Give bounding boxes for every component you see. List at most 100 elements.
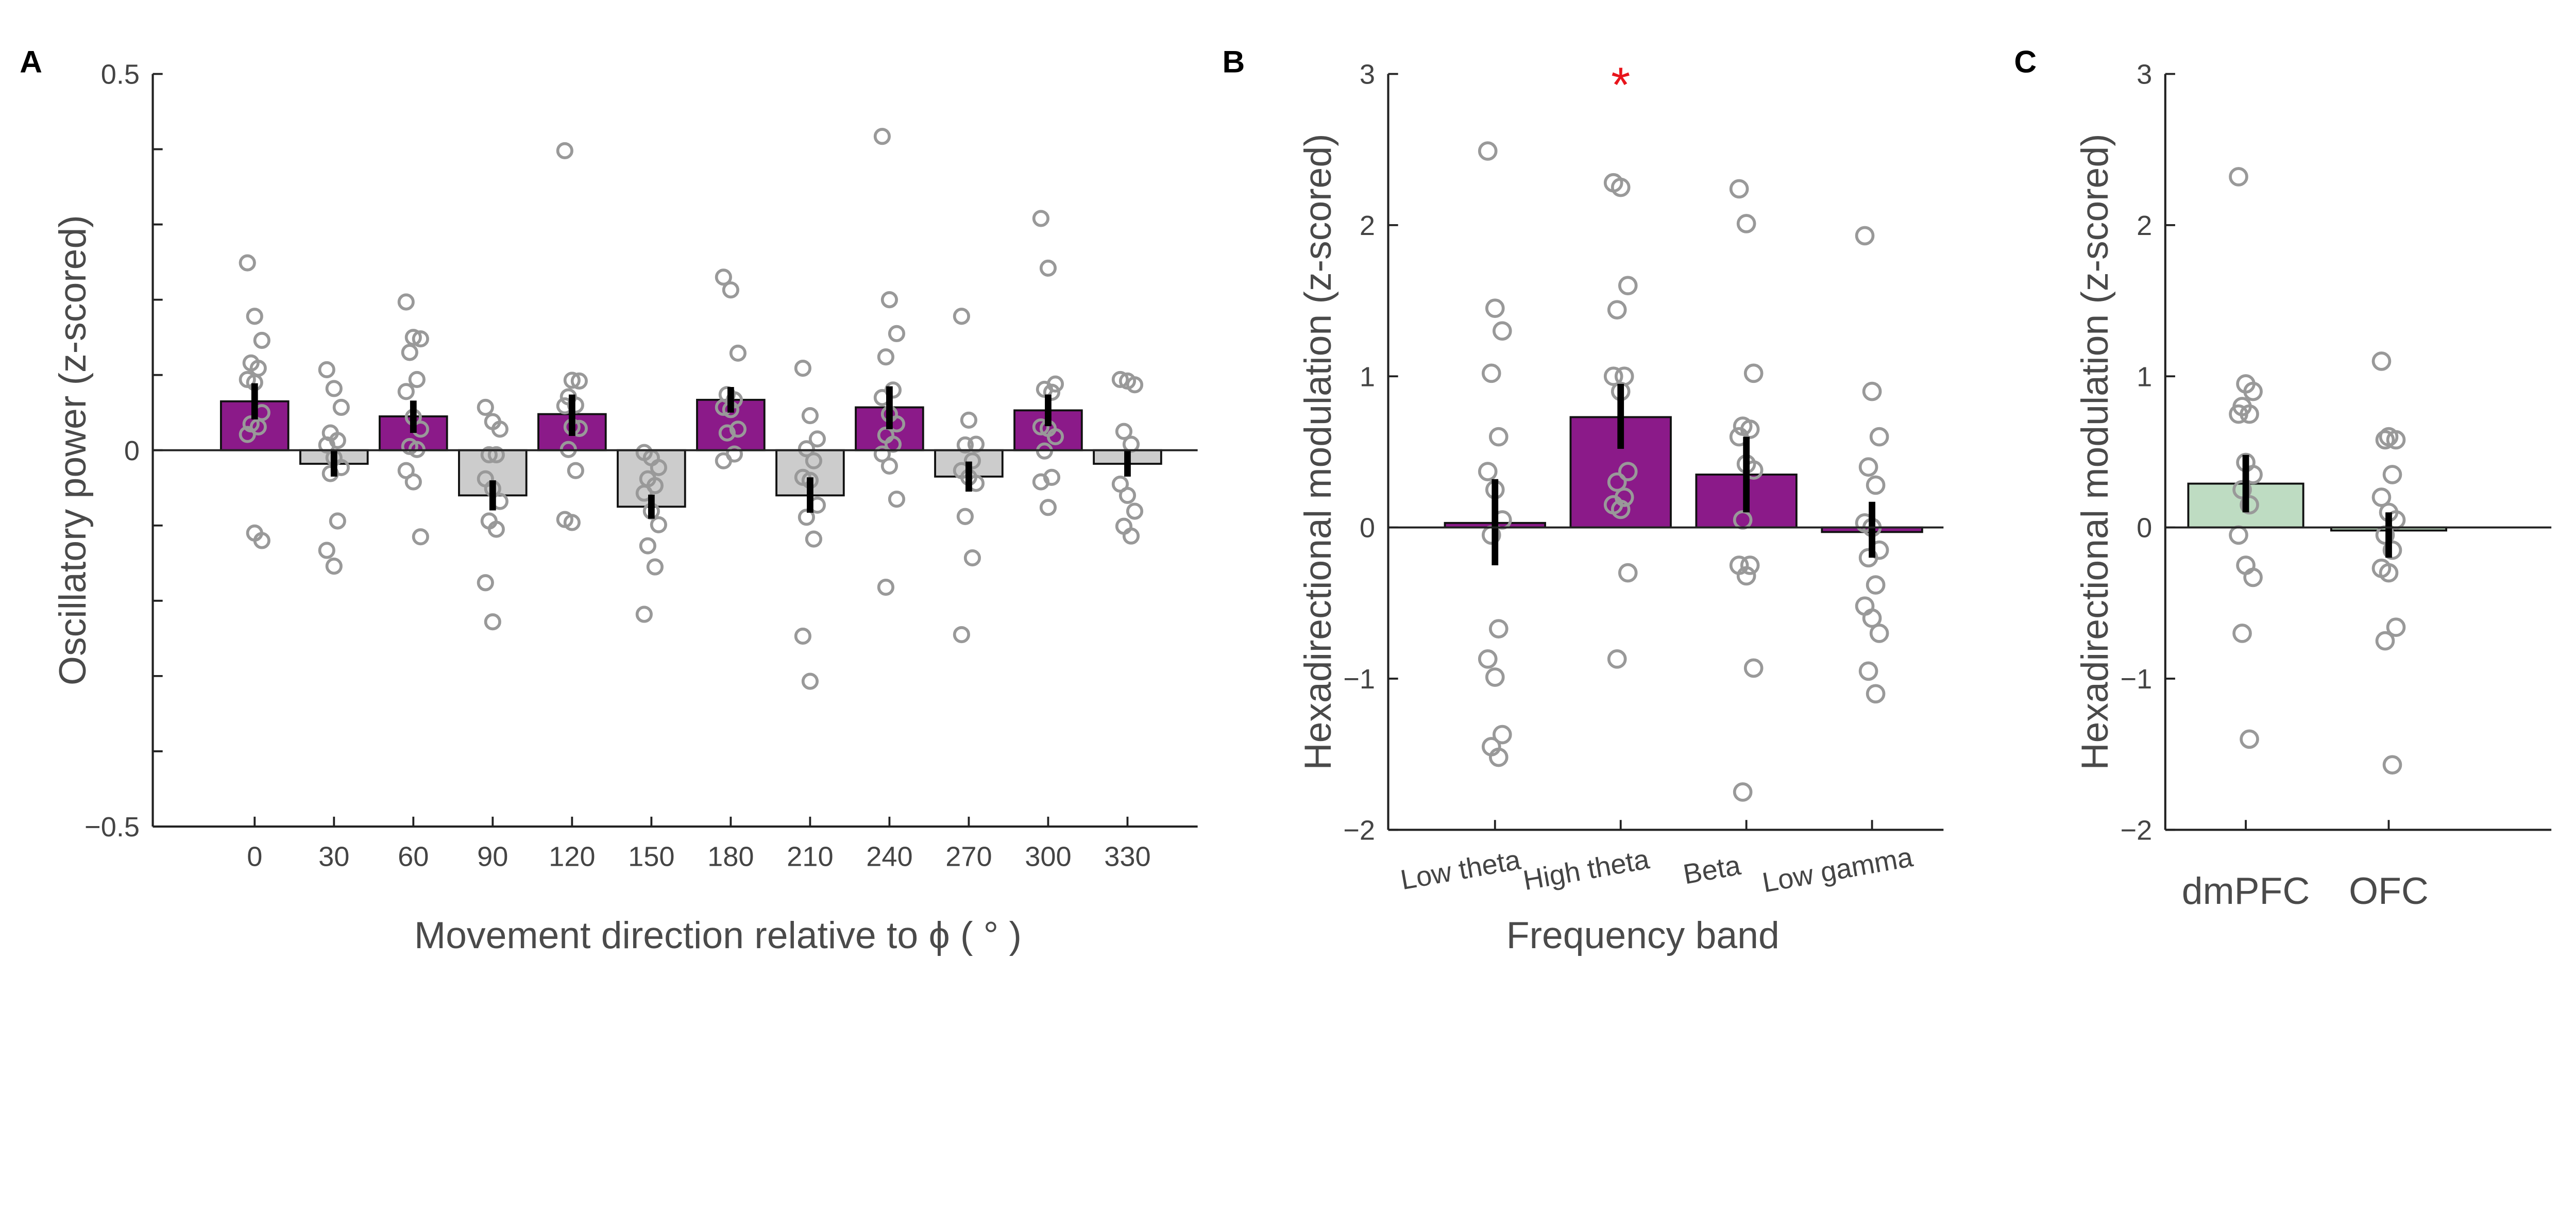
panel-b-y-tick-label: −1 (1343, 664, 1375, 695)
panel-a-data-point (408, 371, 426, 389)
panel-c-y-tick-label: 3 (2137, 59, 2152, 90)
panel-a-data-point (1115, 423, 1133, 440)
panel-a-data-point (956, 436, 974, 454)
panel-a-data-point (1032, 473, 1049, 491)
panel-a-data-point (798, 509, 815, 526)
panel-a-x-tick-label: 150 (628, 841, 674, 872)
panel-a-data-point (953, 308, 970, 325)
panel-b-data-point (1866, 475, 1886, 495)
panel-b-data-point (1618, 563, 1638, 583)
panel-a-data-point (877, 348, 894, 366)
panel-b-chart: Hexadirectional modulation (z-scored) Fr… (1297, 58, 1944, 956)
panel-b-data-point (1485, 298, 1505, 318)
panel-c-data-point (2386, 617, 2406, 637)
panel-a-data-point (722, 281, 739, 299)
panel-a-data-point (1039, 499, 1057, 516)
panel-a-y-tick-label: 0 (124, 435, 140, 466)
panel-a-data-point (650, 459, 667, 476)
panel-a-data-point (715, 452, 732, 469)
panel-a-data-point (1046, 428, 1064, 446)
figure: A B C Oscillatory power (z-scored) Movem… (20, 44, 2552, 956)
panel-a-data-point (1032, 210, 1049, 227)
panel-b-data-point (1740, 556, 1760, 575)
panel-a-data-point (397, 383, 415, 400)
panel-b-data-point (1733, 782, 1753, 802)
panel-a-data-point (873, 445, 891, 463)
panel-a-data-point (635, 605, 653, 623)
panel-a-x-tick-label: 0 (247, 841, 262, 872)
panel-a-data-point (729, 420, 747, 438)
panel-a-data-point (794, 359, 811, 377)
panel-a-data-point (325, 380, 343, 397)
panel-c-data-point (2240, 404, 2259, 424)
panel-c-y-tick-label: −2 (2121, 815, 2153, 846)
panel-a-data-point (1126, 376, 1144, 394)
panel-b-data-point (1869, 427, 1889, 447)
panel-a-data-point (1043, 383, 1061, 401)
panel-b-data-point (1485, 667, 1505, 687)
panel-c-data-point (2375, 430, 2395, 450)
panel-b-data-point (1478, 462, 1498, 481)
panel-a-data-point (318, 361, 335, 379)
panel-a-data-point (729, 344, 747, 362)
panel-a-x-tick-label: 240 (866, 841, 912, 872)
panel-b-data-point (1488, 427, 1509, 447)
panel-a-data-point (397, 293, 415, 311)
panel-a-chart: Oscillatory power (z-scored) Movement di… (52, 59, 1198, 956)
panel-c-data-point (2229, 525, 2248, 545)
panel-a-data-point (963, 549, 981, 567)
panel-a-data-point (794, 627, 811, 645)
panel-a-data-point (404, 329, 422, 346)
panel-b-y-tick-label: −2 (1343, 815, 1375, 846)
panel-b-data-point (1478, 649, 1498, 669)
panel-c-data-point (2382, 540, 2402, 560)
panel-b-data-point (1618, 276, 1638, 296)
panel-a-data-point (635, 484, 653, 502)
panel-b-data-point (1743, 658, 1764, 678)
panel-a-data-point (967, 435, 985, 453)
panel-a-data-point (567, 396, 584, 414)
panel-a-data-point (1039, 259, 1057, 277)
panel-b-xlabel: Frequency band (1506, 914, 1780, 956)
panel-a-data-point (487, 446, 505, 464)
panel-c-y-tick-label: 2 (2137, 210, 2152, 241)
panel-a-data-point (1122, 435, 1140, 453)
panel-a-data-point (246, 308, 263, 325)
panel-a-data-point (1118, 486, 1137, 504)
panel-a-data-point (1122, 527, 1140, 545)
panel-a-data-point (1032, 418, 1049, 436)
panel-b-data-point (1858, 661, 1878, 681)
panel-b-data-point (1478, 141, 1498, 161)
panel-b-data-point (1858, 457, 1878, 477)
panel-a-data-point (477, 398, 494, 416)
panel-c-data-point (2232, 624, 2252, 643)
panel-c-data-point (2232, 480, 2252, 500)
panel-a-y-tick-label: 0.5 (101, 59, 140, 90)
panel-b-data-point (1858, 548, 1878, 568)
panel-c-data-point (2243, 381, 2263, 401)
panel-a-data-point (639, 537, 656, 554)
panel-a-x-tick-label: 330 (1104, 841, 1150, 872)
panel-a-data-point (253, 532, 270, 549)
panel-a-x-tick-label: 210 (787, 841, 833, 872)
panel-b-data-point (1869, 624, 1889, 643)
panel-a-data-point (880, 291, 898, 309)
panel-a-data-point (963, 452, 981, 469)
panel-a-data-point (318, 436, 335, 454)
panel-a-data-point (477, 574, 494, 592)
panel-b-x-tick-label: Low gamma (1760, 842, 1916, 898)
panel-c-data-point (2240, 495, 2259, 515)
panel-letter-a: A (20, 44, 42, 79)
panel-a-x-tick-label: 180 (707, 841, 754, 872)
panel-a-data-point (877, 578, 894, 596)
panel-b-data-point (1736, 566, 1756, 586)
panel-b-data-point (1866, 684, 1886, 704)
panel-a-data-point (325, 558, 343, 575)
panel-a-data-point (491, 420, 509, 438)
panel-b-data-point (1607, 300, 1627, 319)
panel-c-data-point (2375, 631, 2395, 651)
panel-b-data-point (1611, 499, 1631, 519)
panel-b-data-point (1603, 366, 1623, 386)
panel-a-data-point (798, 440, 815, 458)
panel-a-data-point (556, 142, 573, 160)
